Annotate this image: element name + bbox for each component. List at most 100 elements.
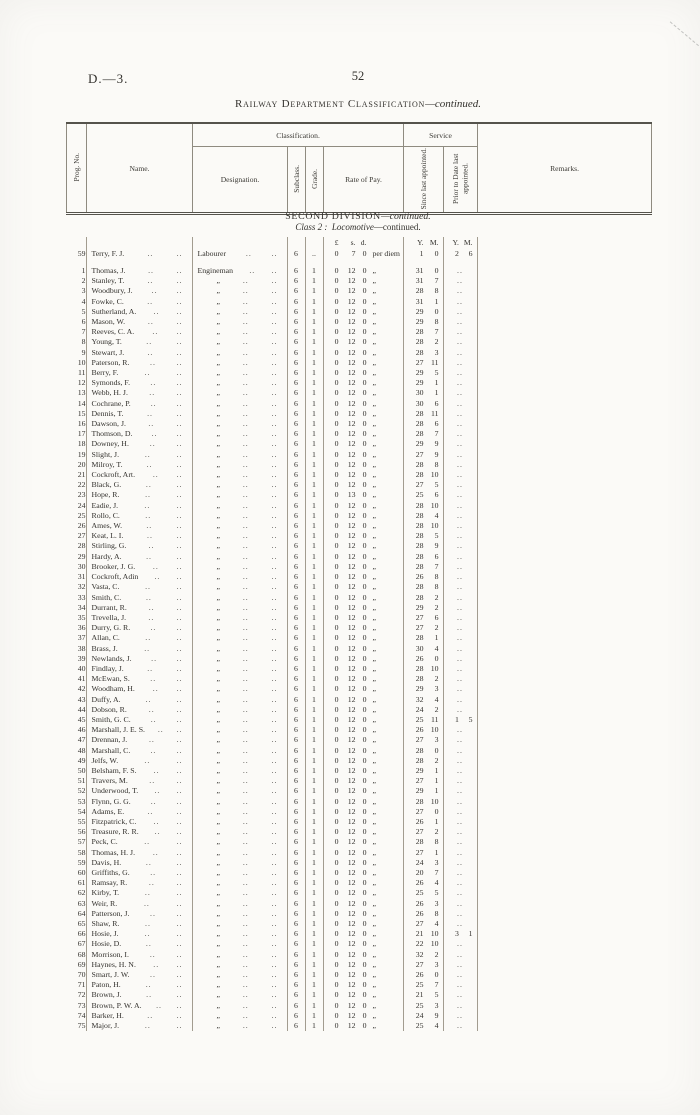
header-prior-to-date: Prior to Date last appointed.: [443, 146, 479, 215]
designation-cell: „....: [191, 510, 287, 522]
table-row: 53 Flynn, G. G..... „.... 6 1 0 12 0 „ 28 10..: [66, 796, 651, 807]
grade-cell: 1: [304, 653, 323, 664]
grade-cell: 1: [304, 286, 323, 297]
rate-of-pay-cell: 0 12 0 „: [322, 317, 403, 328]
since-last-appointed-cell: 24 3: [402, 857, 443, 868]
remarks-cell: [476, 470, 651, 481]
prog-no-cell: 28: [77, 541, 86, 551]
name-cell: Brown, P. W. A.....: [85, 1000, 192, 1011]
table-row: 60 Griffiths, G..... „.... 6 1 0 12 0 „ 20 7..: [66, 867, 651, 879]
table-row: 25 Rollo, C..... „.... 6 1 0 12 0 „ 28 4..: [66, 510, 651, 522]
prior-to-date-cell: ..: [442, 459, 477, 471]
subclass-cell: 6: [286, 296, 305, 307]
table-row: 10 Paterson, R..... „.... 6 1 0 12 0 „ 27 11..: [66, 357, 651, 369]
table-row: 11 Berry, F..... „.... 6 1 0 12 0 „ 29 5..: [66, 368, 651, 379]
name-cell: Thomas, J.....: [85, 266, 192, 277]
name-cell: Ames, W.....: [85, 521, 192, 532]
rate-of-pay-cell: 0 13 0 „: [322, 490, 403, 501]
remarks-cell: [476, 765, 651, 777]
designation-cell: „....: [191, 490, 287, 501]
prior-to-date-cell: ..: [442, 694, 477, 705]
rate-of-pay-cell: 0 12 0 „: [322, 786, 403, 797]
since-last-appointed-cell: 29 5: [402, 368, 443, 379]
rate-of-pay-cell: 0 12 0 „: [322, 980, 403, 991]
table-row: 34 Durrant, R..... „.... 6 1 0 12 0 „ 29 2..: [66, 602, 651, 613]
rate-of-pay-cell: 0 12 0 „: [322, 1010, 403, 1022]
since-last-appointed-cell: 29 1: [402, 786, 443, 797]
prog-no-cell: 65: [77, 919, 86, 928]
prog-no-cell: 72: [77, 990, 86, 1000]
prog-no-cell: 70: [77, 970, 86, 980]
prog-no-cell: 1: [81, 266, 86, 275]
grade-cell: 1: [304, 541, 323, 552]
subclass-cell: 6: [286, 398, 305, 409]
name-cell: Paton, H.....: [85, 980, 192, 991]
subclass-cell: 6: [286, 531, 305, 542]
since-last-appointed-cell: 25 5: [402, 888, 443, 899]
subclass-cell: 6: [286, 1021, 305, 1032]
grade-cell: 1: [304, 317, 323, 328]
designation-cell: „....: [191, 725, 287, 736]
prior-to-date-cell: ..: [442, 919, 477, 930]
designation-cell: „....: [191, 959, 287, 971]
prior-to-date-cell: ..: [442, 908, 477, 919]
designation-cell: „....: [191, 327, 287, 338]
since-last-appointed-cell: 29 8: [402, 317, 443, 328]
name-cell: Duffy, A.....: [85, 694, 192, 705]
rate-of-pay-cell: 0 12 0 „: [322, 612, 403, 624]
prior-to-date-cell: ..: [442, 980, 477, 991]
rate-of-pay-cell: 0 12 0 „: [322, 429, 403, 440]
designation-cell: „....: [191, 551, 287, 562]
grade-cell: 1: [304, 419, 323, 430]
since-last-appointed-cell: 28 10: [402, 500, 443, 511]
remarks-cell: [476, 378, 651, 389]
name-cell: Barker, H.....: [85, 1010, 192, 1022]
rate-of-pay-cell: 0 12 0 „: [322, 867, 403, 879]
designation-cell: „....: [191, 480, 287, 491]
since-last-appointed-cell: 27 0: [402, 806, 443, 817]
prog-no-cell: 39: [77, 653, 86, 663]
prior-to-date-cell: ..: [442, 470, 477, 481]
designation-cell: „....: [191, 317, 287, 328]
table-row: 75 Major, J..... „.... 6 1 0 12 0 „ 25 4..: [66, 1021, 651, 1032]
remarks-cell: [476, 898, 651, 909]
prog-no-cell: 24: [77, 500, 86, 510]
subclass-cell: 6: [286, 796, 305, 807]
grade-cell: 1: [304, 806, 323, 817]
remarks-cell: [476, 439, 651, 450]
prog-no-cell: 67: [77, 939, 86, 949]
grade-cell: 1: [304, 674, 323, 685]
designation-cell: „....: [191, 776, 287, 787]
since-last-appointed-cell: 25 4: [402, 1021, 443, 1032]
rate-of-pay-cell: 0 12 0 „: [322, 837, 403, 848]
prog-no-cell: 42: [77, 684, 86, 694]
grade-cell: 1: [304, 572, 323, 583]
since-last-appointed-cell: 28 10: [402, 796, 443, 807]
prior-to-date-cell: ..: [442, 1010, 477, 1022]
designation-cell: „....: [191, 306, 287, 318]
prog-no-cell: 55: [77, 816, 86, 826]
grade-cell: 1: [304, 714, 323, 726]
table-row: 67 Hosie, D..... „.... 6 1 0 12 0 „ 22 10..: [66, 939, 651, 950]
prior-to-date-cell: ..: [442, 398, 477, 409]
prior-to-date-cell: ..: [442, 429, 477, 440]
grade-cell: 1: [304, 949, 323, 960]
subclass-cell: 6: [286, 357, 305, 369]
designation-cell: „....: [191, 276, 287, 287]
grade-cell: 1: [304, 867, 323, 879]
remarks-cell: [476, 694, 651, 705]
since-last-appointed-cell: 28 10: [402, 470, 443, 481]
rate-of-pay-cell: 0 12 0 „: [322, 898, 403, 909]
rate-of-pay-cell: 0 12 0 „: [322, 674, 403, 685]
remarks-cell: [476, 663, 651, 675]
prog-no-cell: 46: [77, 725, 86, 735]
grade-cell: 1: [304, 388, 323, 399]
table-row: 15 Dennis, T..... „.... 6 1 0 12 0 „ 28 11..: [66, 408, 651, 420]
name-cell: Travers, M.....: [85, 776, 192, 787]
prog-no-cell: 34: [77, 602, 86, 612]
designation-cell: „....: [191, 368, 287, 379]
name-cell: Woodham, H.....: [85, 684, 192, 695]
remarks-cell: [476, 857, 651, 868]
